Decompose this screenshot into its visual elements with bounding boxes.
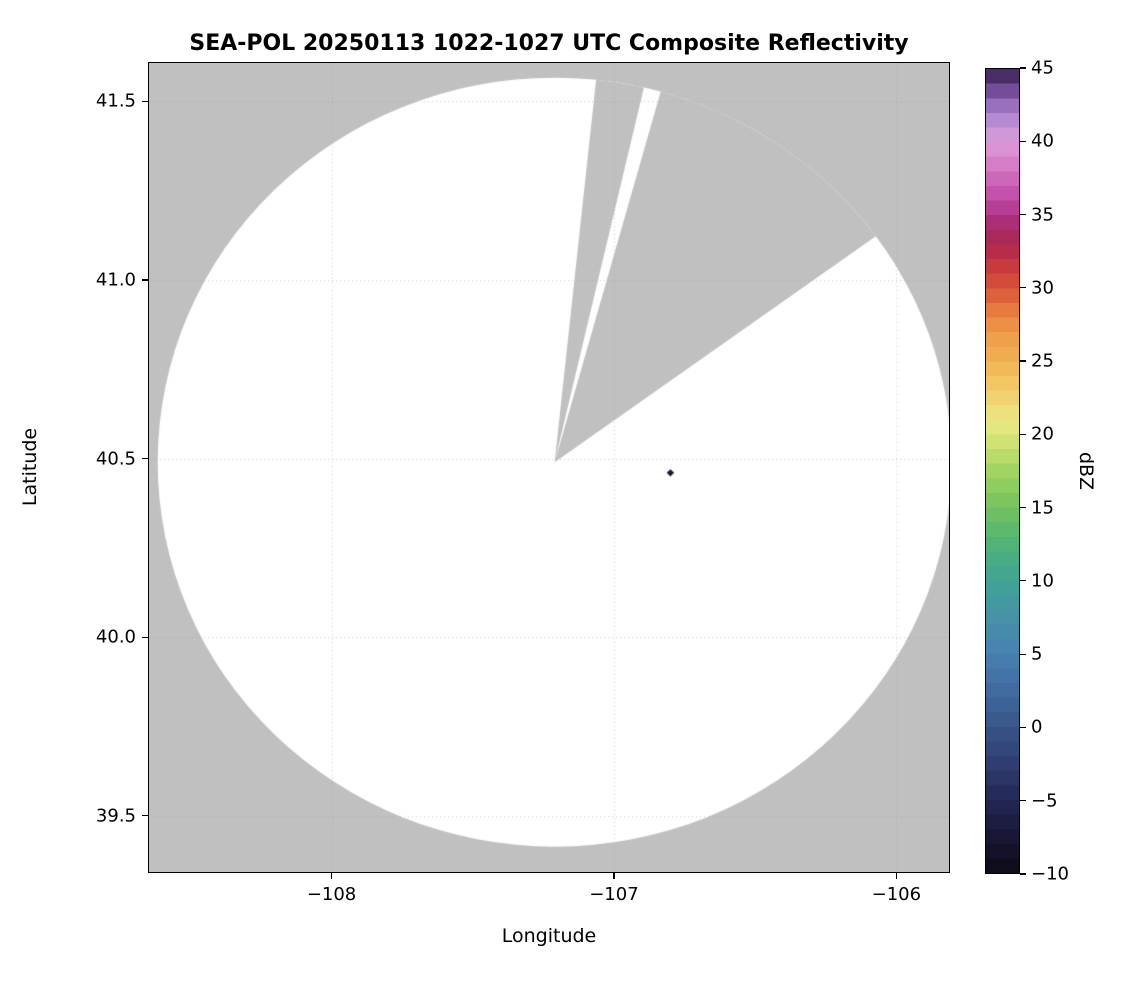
- y-tick-label: 41.5: [95, 90, 136, 112]
- y-tick-mark: [142, 279, 148, 281]
- colorbar-tick-label: 15: [1031, 497, 1054, 519]
- y-tick-label: 41.0: [95, 269, 136, 291]
- x-axis-label: Longitude: [501, 925, 597, 947]
- x-tick-label: −107: [589, 884, 639, 905]
- colorbar-tick-mark: [1020, 726, 1026, 729]
- colorbar-tick-mark: [1020, 580, 1026, 582]
- x-tick-mark: [330, 873, 333, 879]
- y-tick-mark: [142, 457, 148, 460]
- y-tick-label: 40.0: [95, 626, 136, 648]
- colorbar-label: dBZ: [1075, 451, 1097, 491]
- radar-plot-canvas: [148, 62, 950, 873]
- colorbar-tick-label: 25: [1031, 350, 1054, 372]
- colorbar-tick-mark: [1020, 873, 1026, 875]
- colorbar-tick-label: −10: [1031, 863, 1069, 885]
- colorbar-tick-label: −5: [1031, 790, 1058, 812]
- colorbar-tick-mark: [1020, 67, 1026, 69]
- colorbar-gradient: [986, 69, 1019, 873]
- x-tick-label: −108: [306, 884, 357, 905]
- colorbar-tick-mark: [1020, 653, 1026, 655]
- colorbar-tick-mark: [1020, 213, 1026, 216]
- x-tick-label: −106: [871, 884, 922, 905]
- colorbar-tick-label: 20: [1031, 423, 1054, 445]
- colorbar-tick-label: 45: [1031, 57, 1054, 79]
- colorbar-tick-mark: [1020, 287, 1026, 289]
- x-tick-mark: [895, 873, 897, 879]
- colorbar-tick-label: 0: [1031, 716, 1043, 738]
- colorbar-tick-label: 35: [1031, 204, 1054, 226]
- colorbar-tick-label: 40: [1031, 130, 1054, 152]
- y-tick-label: 39.5: [95, 805, 136, 827]
- y-axis-label: Latitude: [19, 427, 41, 507]
- y-tick-mark: [142, 100, 148, 102]
- colorbar-tick-label: 10: [1031, 570, 1054, 592]
- colorbar: [985, 68, 1020, 874]
- colorbar-tick-mark: [1020, 140, 1026, 142]
- colorbar-tick-mark: [1020, 507, 1026, 509]
- y-tick-mark: [142, 815, 148, 817]
- colorbar-tick-mark: [1020, 360, 1026, 362]
- chart-title: SEA-POL 20250113 1022-1027 UTC Composite…: [189, 31, 909, 56]
- colorbar-tick-label: 5: [1031, 643, 1043, 665]
- colorbar-tick-mark: [1020, 433, 1026, 435]
- colorbar-tick-mark: [1020, 800, 1026, 802]
- x-tick-mark: [613, 873, 615, 879]
- y-tick-mark: [142, 636, 148, 638]
- colorbar-tick-label: 30: [1031, 277, 1054, 299]
- y-tick-label: 40.5: [95, 448, 136, 470]
